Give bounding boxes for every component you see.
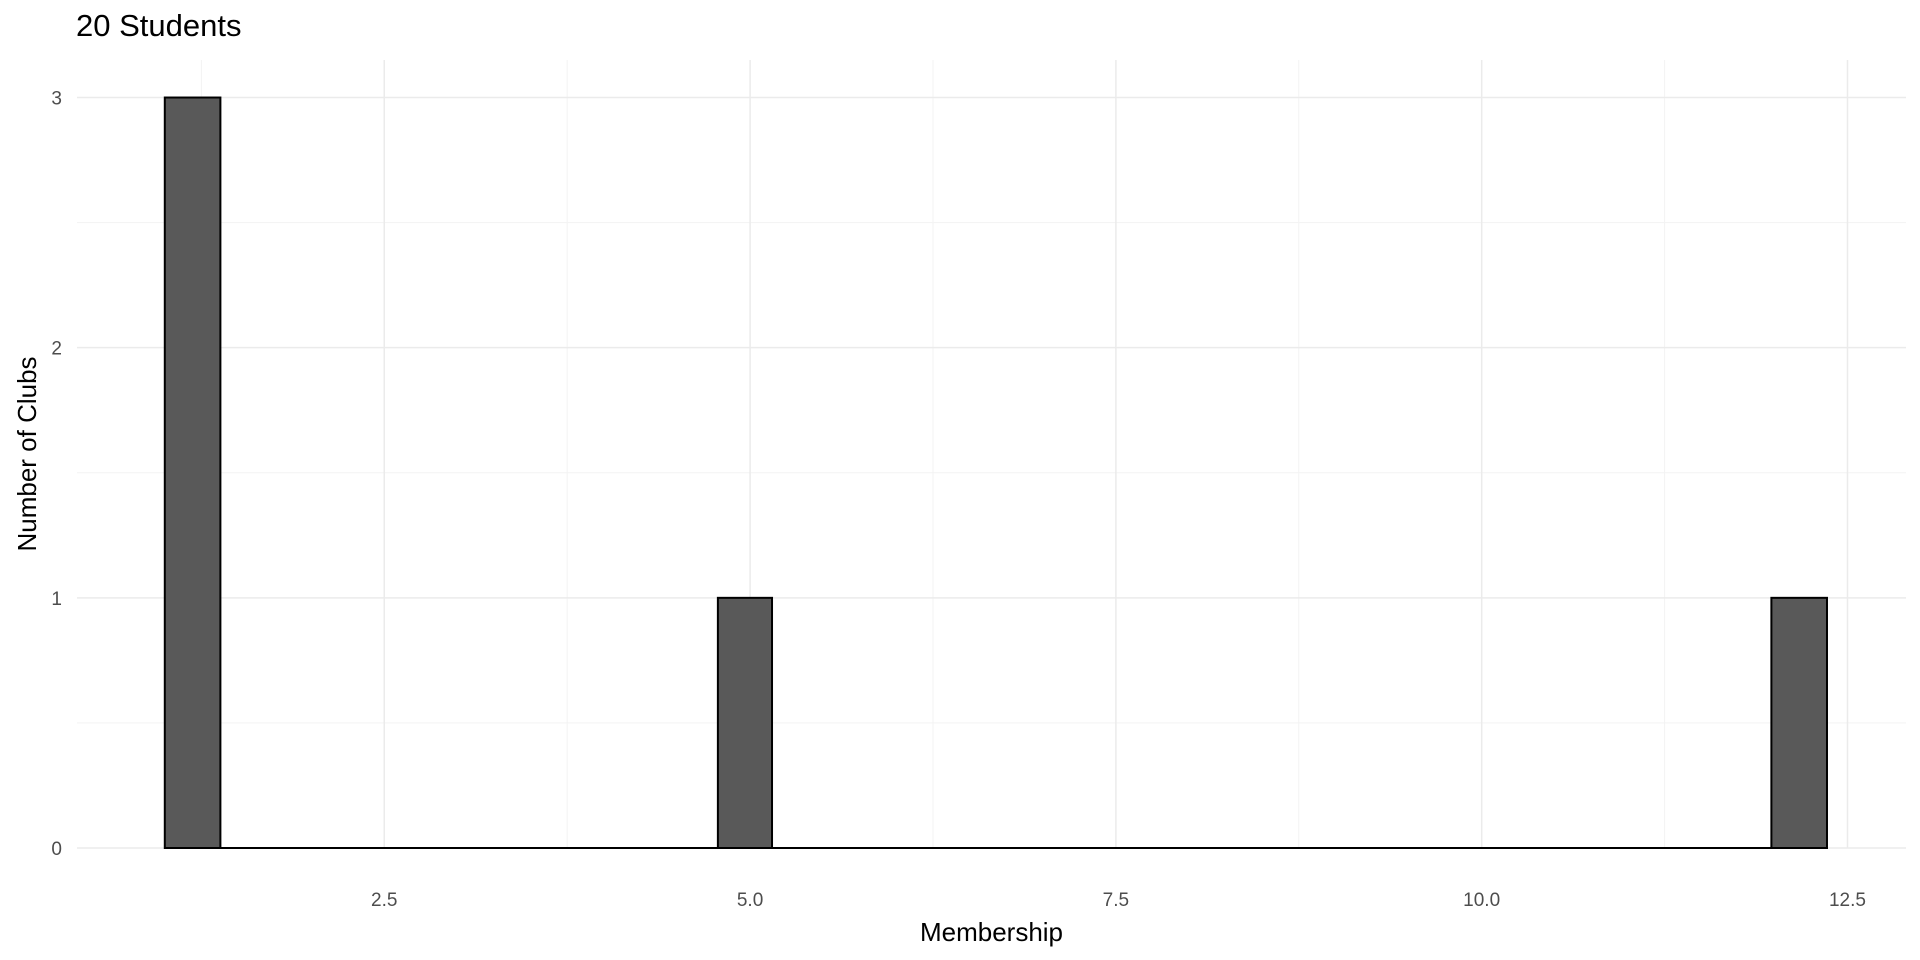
chart-title: 20 Students — [76, 8, 242, 43]
y-tick-label: 0 — [51, 839, 62, 860]
y-axis-label: Number of Clubs — [12, 356, 42, 551]
x-tick-label: 10.0 — [1463, 890, 1500, 911]
y-tick-label: 3 — [51, 89, 62, 110]
x-tick-label: 12.5 — [1829, 890, 1866, 911]
x-tick-label: 7.5 — [1103, 890, 1129, 911]
y-tick-label: 1 — [51, 589, 62, 610]
histogram-bar — [163, 96, 222, 850]
histogram-bar — [716, 596, 774, 849]
x-axis-label: Membership — [920, 917, 1063, 947]
axis-ticks: 2.5 5.0 7.5 10.0 12.5 0 1 2 3 — [51, 89, 1866, 911]
grid-lines — [77, 60, 1906, 849]
histogram-bars — [163, 96, 1828, 850]
histogram-bar — [1770, 596, 1828, 849]
y-tick-label: 2 — [51, 339, 62, 360]
x-tick-label: 2.5 — [371, 890, 397, 911]
x-tick-label: 5.0 — [737, 890, 763, 911]
